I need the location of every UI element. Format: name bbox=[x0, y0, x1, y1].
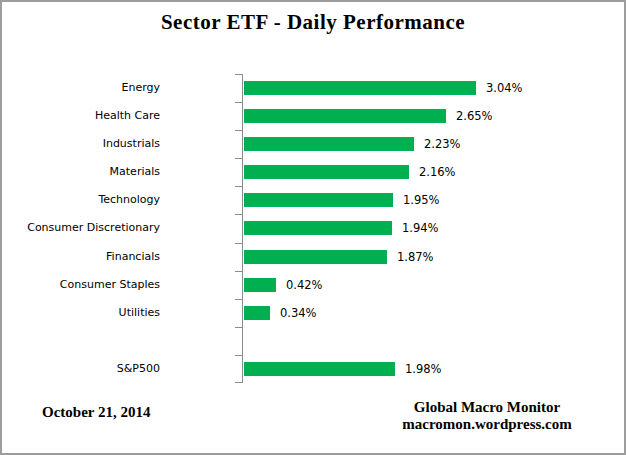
value-label: 0.34% bbox=[280, 299, 317, 327]
axis-tick bbox=[235, 74, 243, 75]
category-axis-line bbox=[242, 74, 243, 383]
category-label: Financials bbox=[2, 243, 160, 271]
category-label: S&P500 bbox=[2, 355, 160, 383]
chart-title: Sector ETF - Daily Performance bbox=[2, 10, 624, 35]
bar-s-p500 bbox=[244, 362, 395, 376]
footer-source-line2: macromon.wordpress.com bbox=[385, 416, 589, 433]
plot-area: Energy 3.04% Health Care 2.65% Industrials 2.… bbox=[2, 74, 624, 383]
axis-tick bbox=[235, 158, 243, 159]
bar-consumer-staples bbox=[244, 278, 276, 292]
bar-technology bbox=[244, 193, 393, 207]
value-label: 1.87% bbox=[397, 243, 434, 271]
bar-industrials bbox=[244, 137, 414, 151]
footer-date: October 21, 2014 bbox=[42, 404, 150, 421]
value-label: 2.16% bbox=[419, 158, 456, 186]
category-label: Health Care bbox=[2, 102, 160, 130]
axis-tick bbox=[235, 130, 243, 131]
chart-frame: Sector ETF - Daily Performance Energy 3.0… bbox=[0, 0, 626, 455]
bar-health-care bbox=[244, 109, 446, 123]
category-label: Energy bbox=[2, 74, 160, 102]
value-label: 1.98% bbox=[405, 355, 442, 383]
value-label: 2.23% bbox=[424, 130, 461, 158]
axis-tick bbox=[235, 102, 243, 103]
axis-tick bbox=[235, 214, 243, 215]
axis-tick bbox=[235, 299, 243, 300]
axis-tick bbox=[235, 186, 243, 187]
bar-energy bbox=[244, 81, 476, 95]
bar-materials bbox=[244, 165, 409, 179]
value-label: 3.04% bbox=[486, 74, 523, 102]
axis-tick bbox=[235, 271, 243, 272]
bar-utilities bbox=[244, 306, 270, 320]
axis-tick bbox=[235, 243, 243, 244]
axis-tick bbox=[235, 355, 243, 356]
category-label: Industrials bbox=[2, 130, 160, 158]
footer-source: Global Macro Monitor macromon.wordpress.… bbox=[385, 399, 589, 433]
bar-financials bbox=[244, 250, 387, 264]
category-label: Technology bbox=[2, 186, 160, 214]
category-label: Utilities bbox=[2, 299, 160, 327]
category-label: Consumer Staples bbox=[2, 271, 160, 299]
category-label: Materials bbox=[2, 158, 160, 186]
axis-tick bbox=[235, 327, 243, 328]
footer-source-line1: Global Macro Monitor bbox=[385, 399, 589, 416]
category-label: Consumer Discretionary bbox=[2, 214, 160, 242]
value-label: 0.42% bbox=[286, 271, 323, 299]
value-label: 2.65% bbox=[456, 102, 493, 130]
value-label: 1.94% bbox=[402, 214, 439, 242]
axis-tick bbox=[235, 382, 243, 383]
value-label: 1.95% bbox=[403, 186, 440, 214]
bar-consumer-discretionary bbox=[244, 221, 392, 235]
